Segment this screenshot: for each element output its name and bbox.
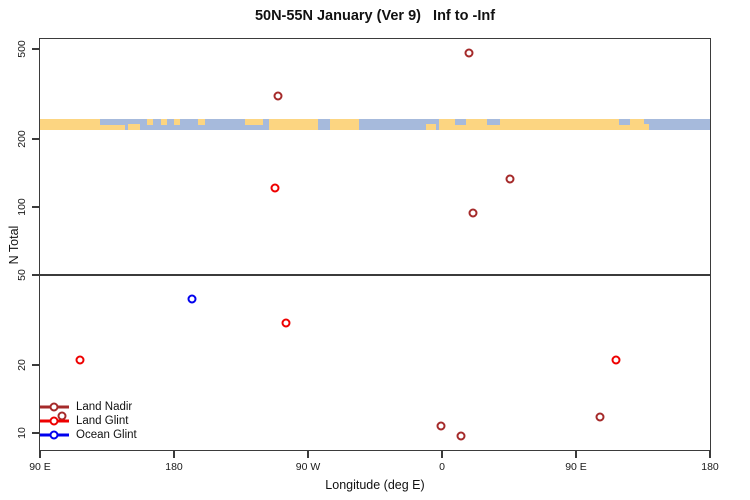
map-band-segment-land — [330, 118, 359, 130]
y-tick — [32, 138, 40, 140]
legend-label: Land Glint — [76, 415, 129, 427]
x-tick-label: 180 — [701, 461, 719, 473]
x-tick — [441, 450, 443, 458]
x-tick — [39, 450, 41, 458]
x-tick-label: 0 — [439, 461, 445, 473]
plot-border — [39, 38, 711, 451]
y-tick-label: 500 — [16, 40, 28, 58]
y-tick-label: 50 — [16, 269, 28, 281]
y-tick — [32, 364, 40, 366]
x-tick-label: 90 E — [29, 461, 51, 473]
y-tick — [32, 432, 40, 434]
map-band-segment-ocean — [124, 118, 270, 130]
data-point-land-glint — [611, 355, 621, 365]
data-point-ocean-glint — [187, 294, 197, 304]
x-tick — [173, 450, 175, 458]
legend-marker-icon — [49, 402, 59, 412]
data-point-land-nadir — [436, 421, 445, 431]
map-band-segment-land — [40, 118, 125, 130]
y-tick-label: 20 — [16, 359, 28, 371]
map-band-segment-ocean — [486, 118, 501, 125]
y-tick — [32, 48, 40, 50]
y-axis-label: N Total — [7, 225, 21, 265]
map-band-segment-ocean — [644, 118, 710, 130]
x-tick — [307, 450, 309, 458]
map-band-segment-land — [245, 118, 264, 125]
map-band-segment-land — [160, 118, 167, 125]
legend-marker-icon — [49, 430, 59, 440]
x-tick-label: 90 E — [565, 461, 587, 473]
map-band-segment-ocean — [358, 118, 439, 130]
map-band-segment-land — [439, 118, 645, 130]
map-band — [40, 118, 710, 130]
data-point-land-nadir — [273, 91, 283, 101]
y-tick-label: 10 — [16, 427, 28, 439]
chart-title: 50N-55N January (Ver 9) Inf to -Inf — [254, 8, 496, 24]
data-point-land-nadir — [464, 48, 474, 58]
data-point-land-glint — [75, 355, 85, 365]
map-band-segment-ocean — [99, 118, 125, 125]
map-band-segment-ocean — [619, 118, 630, 125]
y-tick-label: 100 — [16, 198, 28, 216]
y-tick — [32, 206, 40, 208]
map-band-segment-land — [640, 123, 649, 130]
data-point-land-glint — [270, 183, 280, 193]
x-axis-label: Longitude (deg E) — [325, 478, 425, 492]
y-tick — [32, 274, 40, 276]
map-band-segment-land — [174, 118, 180, 125]
map-band-segment-land — [127, 123, 140, 130]
x-tick-label: 180 — [165, 461, 183, 473]
map-band-segment-ocean — [318, 118, 331, 130]
data-point-land-nadir — [456, 431, 466, 441]
map-band-segment-land — [425, 123, 437, 130]
x-tick — [575, 450, 577, 458]
data-point-land-nadir — [468, 208, 478, 218]
map-band-segment-land — [269, 118, 319, 130]
x-tick-label: 90 W — [295, 461, 321, 473]
legend-label: Ocean Glint — [76, 429, 137, 441]
data-point-land-nadir — [505, 174, 515, 184]
map-band-segment-land — [147, 118, 154, 125]
data-point-land-nadir — [595, 412, 605, 422]
map-band-segment-ocean — [455, 118, 466, 125]
map-band-segment-land — [197, 118, 206, 125]
data-point-land-nadir — [57, 411, 67, 421]
legend-marker-icon — [49, 416, 59, 426]
x-tick — [709, 450, 711, 458]
data-point-land-glint — [281, 318, 291, 328]
y-tick-label: 200 — [16, 130, 28, 148]
legend-label: Land Nadir — [76, 401, 133, 413]
reference-line-50 — [40, 273, 710, 276]
